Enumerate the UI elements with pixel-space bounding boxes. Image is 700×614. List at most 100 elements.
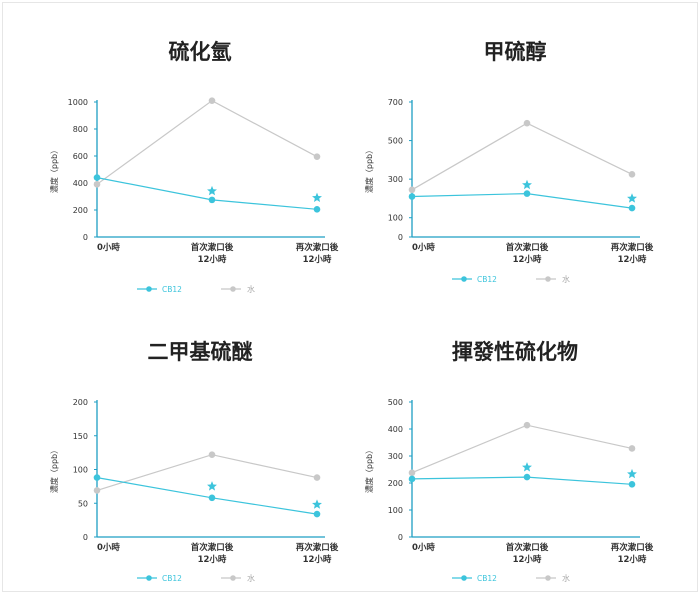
y-tick-label: 0 <box>83 533 88 542</box>
x-tick-label: 再次漱口後 <box>296 542 339 553</box>
data-point-cb12 <box>93 174 101 181</box>
y-axis-label: 濃度（ppb） <box>49 446 59 493</box>
y-tick-label: 1000 <box>68 98 88 107</box>
data-point-cb12 <box>208 494 216 502</box>
data-point-water <box>313 474 321 481</box>
chart-panel <box>2 2 698 592</box>
x-tick-label: 首次漱口後 <box>506 542 549 553</box>
series-line-water <box>411 122 633 191</box>
legend-marker-cb12 <box>461 575 467 581</box>
y-tick-label: 100 <box>388 506 403 515</box>
series-line-water <box>411 424 633 474</box>
significance-star <box>207 185 217 196</box>
y-tick-label: 500 <box>388 398 403 407</box>
data-point-water <box>313 153 321 160</box>
x-tick-label: 首次漱口後 <box>191 542 234 553</box>
legend-label-water: 水 <box>247 573 255 583</box>
x-tick-label: 12小時 <box>198 554 227 565</box>
chart-methyl-mercaptan: 甲硫醇 0 100 300 500 700 濃度（ppb） 0小時 首次漱口後 12小時 再次漱口… <box>340 0 690 300</box>
legend-label-cb12: CB12 <box>162 574 182 583</box>
x-tick-label: 12小時 <box>198 254 227 265</box>
data-point-cb12 <box>93 474 101 481</box>
x-tick-label: 12小時 <box>618 254 647 265</box>
series-line-cb12 <box>411 476 633 485</box>
x-tick-label: 12小時 <box>618 554 647 565</box>
chart-title: 硫化氫 <box>168 40 232 64</box>
y-tick-label: 200 <box>73 206 88 215</box>
y-tick-label: 400 <box>388 425 403 434</box>
data-point-water <box>628 171 636 178</box>
y-axis-label: 濃度（ppb） <box>364 146 374 193</box>
data-point-water <box>523 119 531 127</box>
x-tick-label: 12小時 <box>303 554 332 565</box>
x-tick-label: 首次漱口後 <box>506 242 549 253</box>
y-tick-label: 400 <box>73 179 88 188</box>
data-point-water <box>408 186 416 194</box>
data-point-cb12 <box>628 481 636 488</box>
legend-marker-water <box>545 276 551 282</box>
data-point-cb12 <box>313 510 321 518</box>
legend: CB12 水 <box>137 573 255 583</box>
y-tick-label: 0 <box>398 533 403 542</box>
x-tick-label: 12小時 <box>513 254 542 265</box>
series-line-water <box>96 454 318 491</box>
x-tick-label: 0小時 <box>97 542 120 553</box>
series-line-cb12 <box>96 477 318 515</box>
y-tick-label: 500 <box>388 137 403 146</box>
legend-label-cb12: CB12 <box>477 275 497 284</box>
y-axis-label: 濃度（ppb） <box>364 446 374 493</box>
data-point-water <box>208 97 216 104</box>
x-tick-label: 0小時 <box>412 242 435 253</box>
y-tick-label: 100 <box>388 214 403 223</box>
legend-label-water: 水 <box>562 573 570 583</box>
legend-label-cb12: CB12 <box>477 574 497 583</box>
data-point-water <box>93 181 101 188</box>
y-tick-label: 50 <box>78 499 88 508</box>
significance-star <box>312 499 322 509</box>
series-line-water <box>96 99 318 185</box>
series-line-cb12 <box>96 177 318 210</box>
x-tick-label: 首次漱口後 <box>191 242 234 253</box>
chart-svg: 0 100 200 300 400 500 濃度（ppb） 0小時 首次漱口後 12小時再次漱口後… <box>364 398 654 583</box>
x-tick-label: 0小時 <box>97 242 120 253</box>
legend-label-water: 水 <box>247 284 255 294</box>
series-line-cb12 <box>411 192 633 209</box>
y-axis-label: 濃度（ppb） <box>49 146 59 193</box>
x-tick-label: 0小時 <box>412 542 435 553</box>
data-point-cb12 <box>408 475 416 483</box>
y-tick-label: 200 <box>73 398 88 407</box>
legend-marker-cb12 <box>146 575 152 581</box>
legend: CB12 水 <box>137 284 255 294</box>
y-tick-label: 0 <box>83 233 88 242</box>
y-tick-label: 300 <box>388 452 403 461</box>
chart-hydrogen-sulfide: 硫化氫 0 200 400 600 800 1000 濃度（ppb） 0小時 首次漱口後 12小時… <box>25 0 375 300</box>
y-tick-label: 200 <box>388 479 403 488</box>
data-point-cb12 <box>408 193 416 200</box>
data-point-water <box>208 451 216 458</box>
chart-title: 甲硫醇 <box>483 40 547 64</box>
legend-marker-water <box>230 286 236 292</box>
data-point-cb12 <box>208 196 216 204</box>
legend-marker-cb12 <box>146 286 152 292</box>
y-tick-label: 700 <box>388 98 403 107</box>
y-tick-label: 300 <box>388 175 403 184</box>
y-tick-label: 150 <box>73 432 88 441</box>
data-point-water <box>93 487 101 494</box>
y-tick-label: 800 <box>73 125 88 134</box>
significance-star <box>207 481 217 491</box>
significance-star <box>312 192 322 203</box>
x-tick-label: 再次漱口後 <box>611 542 654 553</box>
y-tick-label: 100 <box>73 466 88 475</box>
x-tick-label: 12小時 <box>303 254 332 265</box>
x-tick-label: 再次漱口後 <box>611 242 654 253</box>
data-point-cb12 <box>628 204 636 212</box>
y-tick-label: 0 <box>398 233 403 242</box>
chart-dimethyl-sulfide: 二甲基硫醚 0 50 100 150 200 濃度（ppb） 0小時 首次漱口後 12小時 再次漱… <box>25 300 375 600</box>
data-point-cb12 <box>523 190 531 197</box>
legend: CB12 水 <box>452 573 570 583</box>
data-point-water <box>523 421 531 429</box>
legend-marker-water <box>230 575 236 581</box>
data-point-water <box>628 445 636 452</box>
